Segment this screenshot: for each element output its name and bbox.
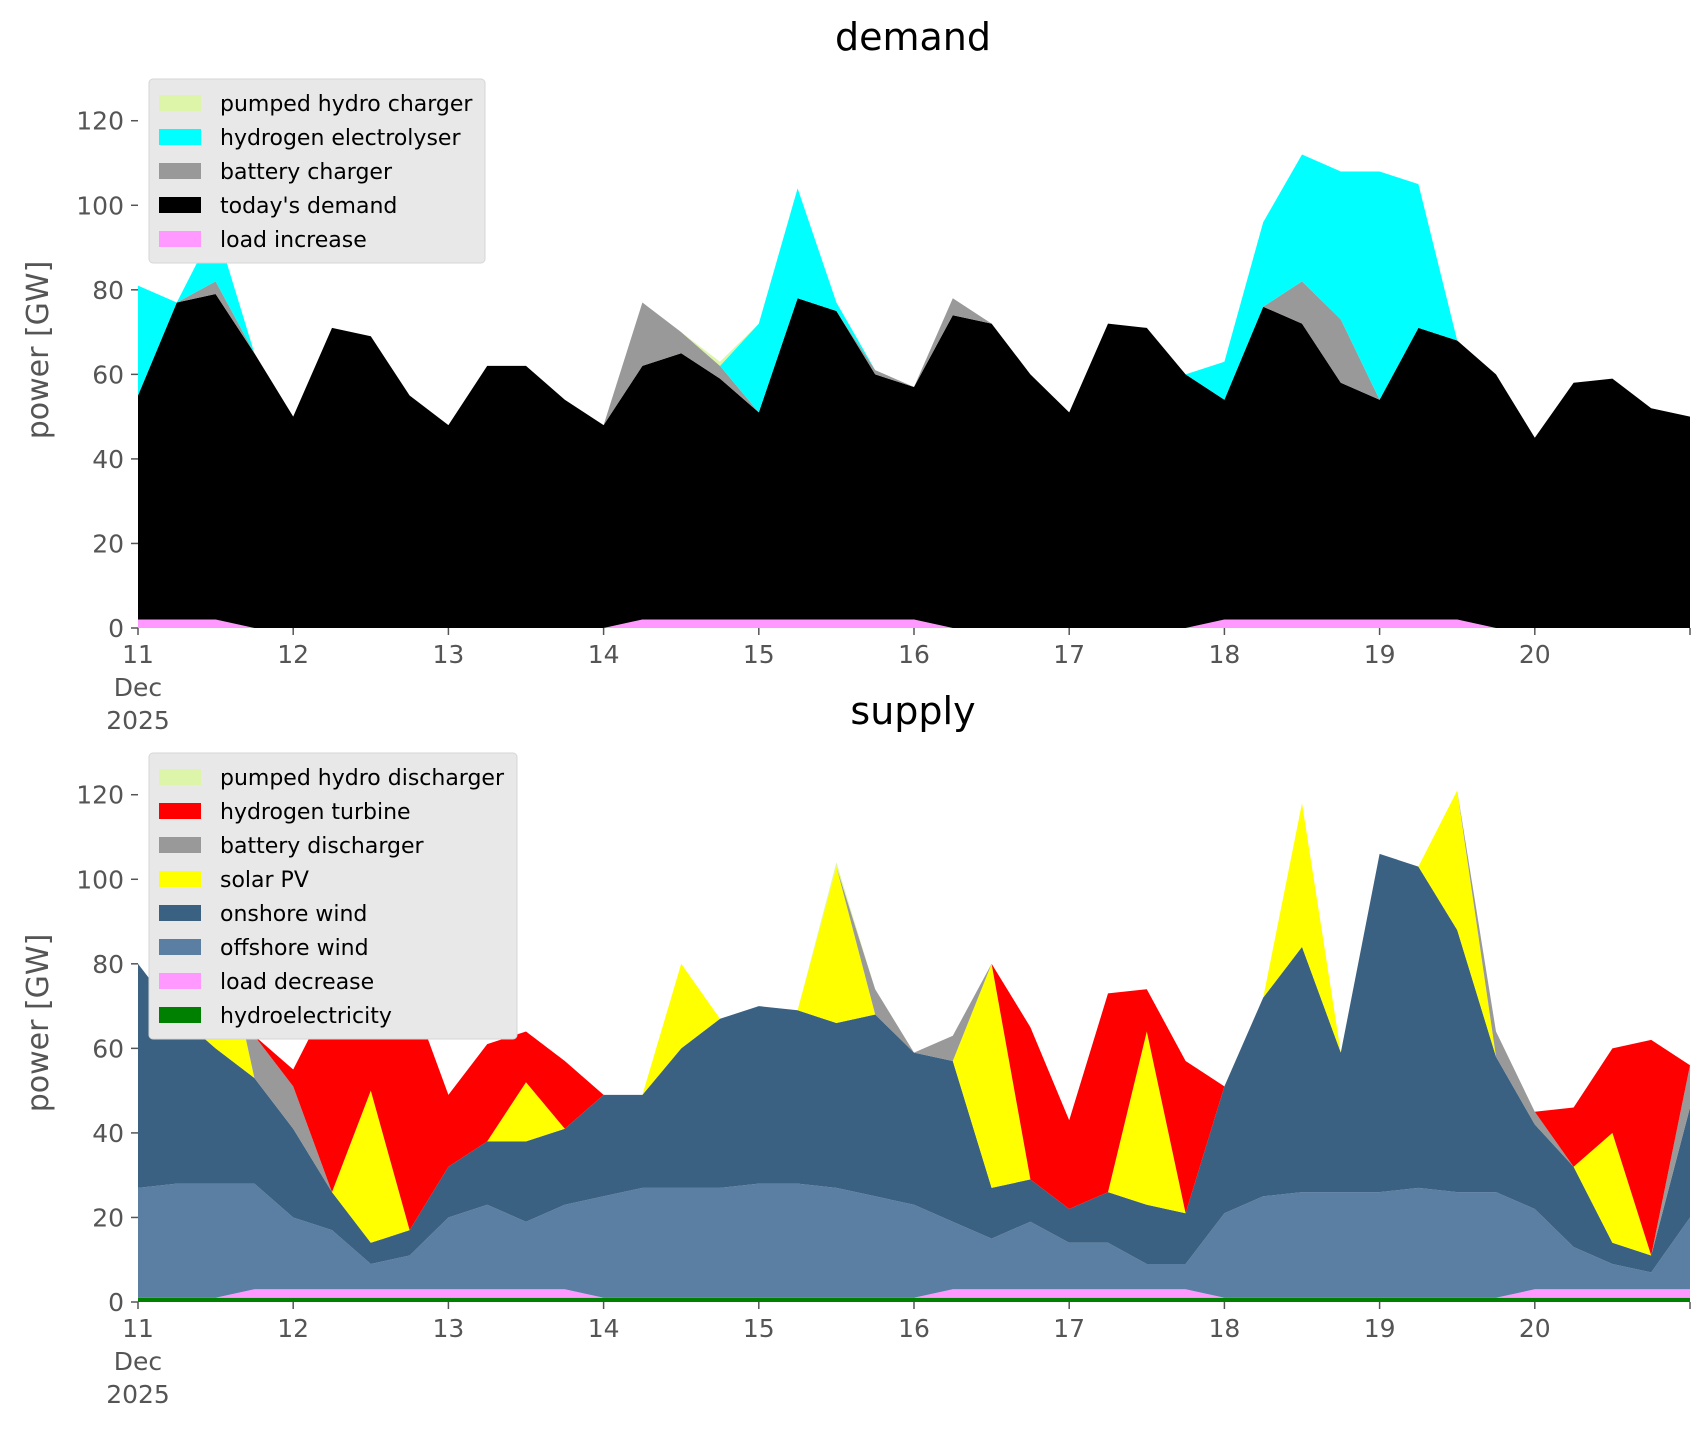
- demand-x-tick-label: 13: [432, 640, 464, 669]
- supply-areas: [138, 790, 1690, 1302]
- supply-series-onshore-wind: [138, 853, 1690, 1273]
- demand-legend-label-load-increase: load increase: [220, 228, 367, 253]
- supply-legend-swatch-load-decrease: [159, 973, 201, 989]
- demand-y-tick-label: 20: [92, 529, 124, 558]
- demand-x-tick-label: 16: [898, 640, 930, 669]
- supply-legend-label-hydrogen-turbine: hydrogen turbine: [220, 800, 411, 825]
- supply-y-axis-label: power [GW]: [21, 934, 56, 1113]
- supply-y-tick-label: 80: [92, 950, 124, 979]
- demand-legend-swatch-battery-charger: [159, 163, 201, 179]
- demand-y-tick-label: 0: [108, 614, 124, 643]
- supply-legend-swatch-onshore-wind: [159, 905, 201, 921]
- demand-legend: pumped hydro charger hydrogen electrolyse…: [148, 78, 486, 264]
- demand-legend-label-pumped-hydro-charger: pumped hydro charger: [220, 92, 473, 117]
- supply-legend-swatch-offshore-wind: [159, 939, 201, 955]
- supply-y-tick-label: 100: [76, 865, 124, 894]
- demand-y-ticks: 0 20 40 60 80 100 120: [76, 107, 138, 643]
- demand-legend-swatch-hydrogen-electrolyser: [159, 129, 201, 145]
- demand-areas: [138, 154, 1690, 628]
- demand-x-tick-sublabel: Dec: [114, 673, 162, 702]
- demand-y-axis-label: power [GW]: [21, 261, 56, 440]
- supply-legend-swatch-hydrogen-turbine: [159, 803, 201, 819]
- supply-series-hydroelectricity: [138, 1297, 1690, 1302]
- demand-x-ticks: 11 12 13 14 15 16 17 18 19 20 Dec 2025: [106, 628, 1691, 735]
- demand-series-load-increase: [138, 619, 1690, 628]
- demand-y-tick-label: 60: [92, 360, 124, 389]
- supply-x-tick-label: 11: [122, 1314, 154, 1343]
- demand-series-battery-charger: [138, 281, 1690, 438]
- supply-y-tick-label: 20: [92, 1203, 124, 1232]
- supply-chart: supply power [GW] 0 20 40 60 80 100 120 11 12 13…: [21, 689, 1691, 1409]
- supply-x-tick-label: 15: [743, 1314, 775, 1343]
- supply-y-tick-label: 40: [92, 1119, 124, 1148]
- supply-legend-label-offshore-wind: offshore wind: [220, 936, 369, 961]
- demand-chart: demand power [GW] 0 20 40 60 80 100 120 11 12 13…: [21, 15, 1691, 735]
- supply-y-tick-label: 60: [92, 1034, 124, 1063]
- demand-x-tick-label: 11: [122, 640, 154, 669]
- supply-x-tick-sublabel: Dec: [114, 1347, 162, 1376]
- supply-legend-label-battery-discharger: battery discharger: [220, 834, 425, 859]
- supply-legend-label-load-decrease: load decrease: [220, 970, 374, 995]
- supply-legend-label-onshore-wind: onshore wind: [220, 902, 367, 927]
- demand-x-tick-sublabel: 2025: [106, 706, 170, 735]
- demand-x-tick-label: 15: [743, 640, 775, 669]
- supply-legend-swatch-pumped-hydro-discharger: [159, 769, 201, 785]
- supply-x-tick-label: 16: [898, 1314, 930, 1343]
- demand-legend-label-battery-charger: battery charger: [220, 160, 393, 185]
- demand-legend-label-today-s-demand: today's demand: [220, 194, 397, 219]
- supply-legend-label-pumped-hydro-discharger: pumped hydro discharger: [220, 766, 505, 791]
- supply-series-load-decrease: [138, 1289, 1690, 1298]
- supply-legend-label-solar-pv: solar PV: [220, 868, 309, 893]
- demand-legend-swatch-pumped-hydro-charger: [159, 95, 201, 111]
- supply-x-tick-label: 17: [1053, 1314, 1085, 1343]
- supply-x-tick-label: 20: [1519, 1314, 1551, 1343]
- demand-x-tick-label: 20: [1519, 640, 1551, 669]
- demand-y-tick-label: 80: [92, 276, 124, 305]
- supply-legend-label-hydroelectricity: hydroelectricity: [220, 1004, 392, 1029]
- supply-legend-swatch-battery-discharger: [159, 837, 201, 853]
- supply-x-tick-sublabel: 2025: [106, 1380, 170, 1409]
- demand-x-tick-label: 18: [1208, 640, 1240, 669]
- demand-title: demand: [835, 15, 991, 59]
- supply-series-solar-pv: [138, 790, 1690, 1256]
- supply-x-ticks: 11 12 13 14 15 16 17 18 19 20 Dec 2025: [106, 1302, 1691, 1409]
- supply-x-tick-label: 18: [1208, 1314, 1240, 1343]
- supply-title: supply: [850, 689, 975, 733]
- demand-legend-swatch-load-increase: [159, 231, 201, 247]
- supply-legend-swatch-solar-pv: [159, 871, 201, 887]
- demand-y-tick-label: 100: [76, 191, 124, 220]
- supply-legend-swatch-hydroelectricity: [159, 1007, 201, 1023]
- demand-y-tick-label: 40: [92, 445, 124, 474]
- supply-y-tick-label: 120: [76, 781, 124, 810]
- demand-x-tick-label: 12: [277, 640, 309, 669]
- supply-legend-box: [148, 752, 518, 1040]
- demand-legend-swatch-today-s-demand: [159, 197, 201, 213]
- demand-legend-box: [148, 78, 486, 264]
- supply-x-tick-label: 13: [432, 1314, 464, 1343]
- supply-x-tick-label: 19: [1364, 1314, 1396, 1343]
- demand-y-tick-label: 120: [76, 107, 124, 136]
- demand-x-tick-label: 17: [1053, 640, 1085, 669]
- demand-series-hydrogen-electrolyser: [138, 154, 1690, 438]
- demand-x-tick-label: 19: [1364, 640, 1396, 669]
- demand-legend-label-hydrogen-electrolyser: hydrogen electrolyser: [220, 126, 461, 151]
- supply-x-tick-label: 14: [588, 1314, 620, 1343]
- supply-series-offshore-wind: [138, 1183, 1690, 1298]
- supply-y-tick-label: 0: [108, 1288, 124, 1317]
- demand-series-today-s-demand: [138, 294, 1690, 628]
- supply-y-ticks: 0 20 40 60 80 100 120: [76, 781, 138, 1317]
- demand-x-tick-label: 14: [588, 640, 620, 669]
- supply-x-tick-label: 12: [277, 1314, 309, 1343]
- supply-legend: pumped hydro discharger hydrogen turbine b…: [148, 752, 518, 1040]
